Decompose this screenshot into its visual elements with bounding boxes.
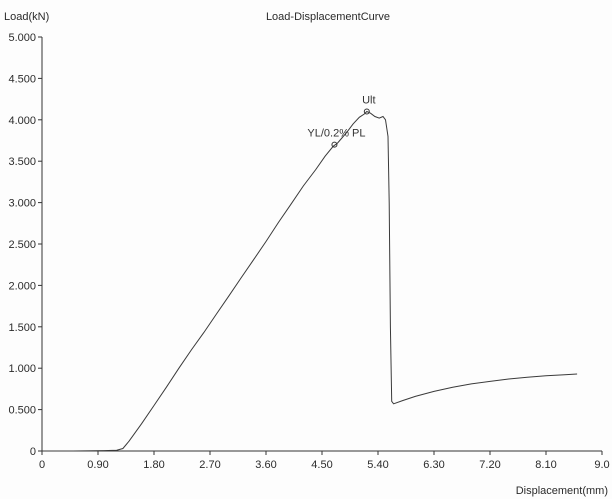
y-tick-label: 4.500 [8, 73, 36, 85]
x-axis-title: Displacement(mm) [516, 485, 608, 497]
y-tick-label: 5.000 [8, 32, 36, 44]
y-axis-title: Load(kN) [4, 11, 49, 23]
annotations: YL/0.2% PL Ult [307, 95, 376, 148]
y-tick-label: 2.000 [8, 280, 36, 292]
y-tick-label: 4.000 [8, 115, 36, 127]
x-tick-label: 1.80 [143, 459, 164, 471]
chart-title: Load-DisplacementCurve [266, 11, 390, 23]
x-tick-label: 2.70 [199, 459, 220, 471]
y-tick-label: 2.500 [8, 239, 36, 251]
y-tick-label: 0.500 [8, 405, 36, 417]
axis-ticks: 0 0.500 1.000 1.500 2.000 2.500 3.000 3.500 4.00… [8, 32, 609, 471]
x-tick-label: 3.60 [255, 459, 276, 471]
annotation-marker [363, 108, 370, 115]
annotation-marker [331, 141, 338, 148]
y-tick-label: 3.500 [8, 156, 36, 168]
x-tick-label: 5.40 [367, 459, 388, 471]
x-tick-label: 6.30 [423, 459, 444, 471]
y-tick-label: 1.000 [8, 363, 36, 375]
x-tick-label: 7.20 [479, 459, 500, 471]
x-tick-label: 0 [39, 459, 45, 471]
annotation-label: YL/0.2% PL [307, 128, 365, 140]
x-tick-label: 4.50 [311, 459, 332, 471]
annotation-label: Ult [362, 95, 375, 107]
x-tick-label: 9.0 [594, 459, 609, 471]
series-line-0 [42, 110, 578, 452]
y-tick-label: 1.500 [8, 322, 36, 334]
axes [41, 37, 602, 452]
x-tick-label: 0.90 [87, 459, 108, 471]
x-tick-label: 8.10 [535, 459, 556, 471]
series-layer [42, 110, 578, 452]
y-tick-label: 3.000 [8, 198, 36, 210]
y-tick-label: 0 [30, 446, 36, 458]
